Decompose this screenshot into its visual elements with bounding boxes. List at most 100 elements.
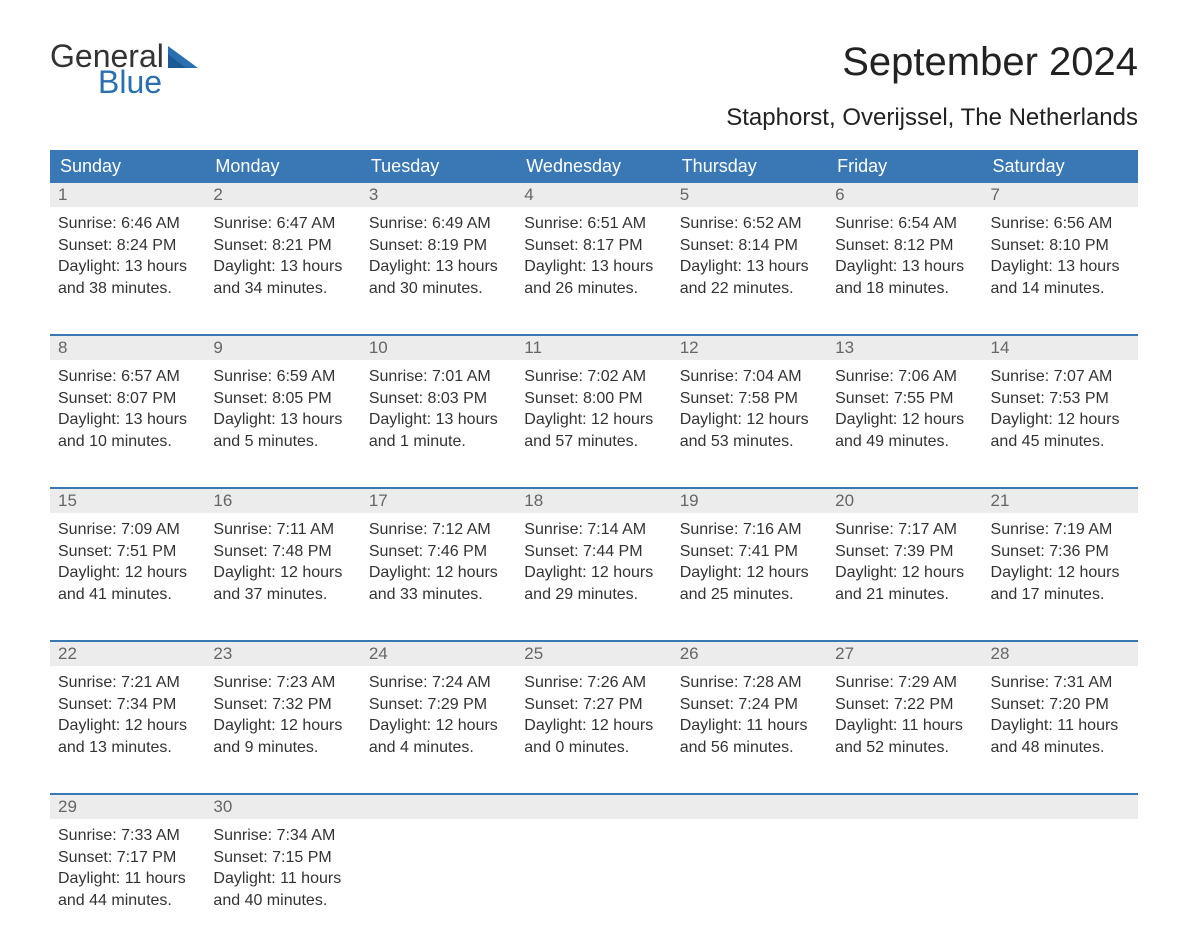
day-cell: Sunrise: 7:26 AMSunset: 7:27 PMDaylight:… bbox=[516, 666, 671, 794]
sunset-text: Sunset: 8:12 PM bbox=[835, 235, 974, 257]
day-number: 27 bbox=[827, 642, 982, 666]
day-header: Friday bbox=[827, 150, 982, 183]
sunset-text: Sunset: 8:21 PM bbox=[213, 235, 352, 257]
day-number: 9 bbox=[205, 336, 360, 360]
day-number: 4 bbox=[516, 183, 671, 207]
daylight-text-1: Daylight: 13 hours bbox=[524, 256, 663, 278]
daylight-text-1: Daylight: 12 hours bbox=[524, 562, 663, 584]
day-number: 25 bbox=[516, 642, 671, 666]
daylight-text-2: and 37 minutes. bbox=[213, 584, 352, 606]
daylight-text-1: Daylight: 13 hours bbox=[58, 256, 197, 278]
day-header: Thursday bbox=[672, 150, 827, 183]
day-cell bbox=[827, 819, 982, 947]
day-cell: Sunrise: 7:17 AMSunset: 7:39 PMDaylight:… bbox=[827, 513, 982, 641]
daylight-text-2: and 49 minutes. bbox=[835, 431, 974, 453]
sunrise-text: Sunrise: 7:12 AM bbox=[369, 519, 508, 541]
day-cell: Sunrise: 6:49 AMSunset: 8:19 PMDaylight:… bbox=[361, 207, 516, 335]
day-number-row: 891011121314 bbox=[50, 336, 1138, 360]
sunrise-text: Sunrise: 7:02 AM bbox=[524, 366, 663, 388]
daylight-text-1: Daylight: 12 hours bbox=[524, 715, 663, 737]
sunrise-text: Sunrise: 7:01 AM bbox=[369, 366, 508, 388]
day-header: Saturday bbox=[983, 150, 1138, 183]
daylight-text-1: Daylight: 12 hours bbox=[58, 715, 197, 737]
sunset-text: Sunset: 7:55 PM bbox=[835, 388, 974, 410]
sunset-text: Sunset: 8:07 PM bbox=[58, 388, 197, 410]
daylight-text-2: and 33 minutes. bbox=[369, 584, 508, 606]
sunset-text: Sunset: 7:36 PM bbox=[991, 541, 1130, 563]
day-number bbox=[361, 795, 516, 819]
daylight-text-2: and 14 minutes. bbox=[991, 278, 1130, 300]
day-cell: Sunrise: 7:06 AMSunset: 7:55 PMDaylight:… bbox=[827, 360, 982, 488]
daylight-text-1: Daylight: 12 hours bbox=[835, 409, 974, 431]
daylight-text-1: Daylight: 13 hours bbox=[58, 409, 197, 431]
day-cell: Sunrise: 7:28 AMSunset: 7:24 PMDaylight:… bbox=[672, 666, 827, 794]
daylight-text-1: Daylight: 12 hours bbox=[58, 562, 197, 584]
daylight-text-1: Daylight: 13 hours bbox=[680, 256, 819, 278]
daylight-text-2: and 57 minutes. bbox=[524, 431, 663, 453]
day-cell: Sunrise: 6:47 AMSunset: 8:21 PMDaylight:… bbox=[205, 207, 360, 335]
day-number: 1 bbox=[50, 183, 205, 207]
sunrise-text: Sunrise: 7:17 AM bbox=[835, 519, 974, 541]
day-cell: Sunrise: 6:51 AMSunset: 8:17 PMDaylight:… bbox=[516, 207, 671, 335]
daylight-text-2: and 10 minutes. bbox=[58, 431, 197, 453]
daylight-text-1: Daylight: 13 hours bbox=[991, 256, 1130, 278]
daylight-text-2: and 44 minutes. bbox=[58, 890, 197, 912]
day-number: 24 bbox=[361, 642, 516, 666]
daylight-text-1: Daylight: 11 hours bbox=[991, 715, 1130, 737]
sunrise-text: Sunrise: 7:07 AM bbox=[991, 366, 1130, 388]
sunrise-text: Sunrise: 7:33 AM bbox=[58, 825, 197, 847]
week-row: Sunrise: 7:33 AMSunset: 7:17 PMDaylight:… bbox=[50, 819, 1138, 947]
sunrise-text: Sunrise: 7:14 AM bbox=[524, 519, 663, 541]
sunset-text: Sunset: 7:51 PM bbox=[58, 541, 197, 563]
day-header: Tuesday bbox=[361, 150, 516, 183]
sunset-text: Sunset: 8:14 PM bbox=[680, 235, 819, 257]
page-title: September 2024 bbox=[842, 40, 1138, 85]
sunrise-text: Sunrise: 6:47 AM bbox=[213, 213, 352, 235]
daylight-text-2: and 45 minutes. bbox=[991, 431, 1130, 453]
week-row: Sunrise: 6:46 AMSunset: 8:24 PMDaylight:… bbox=[50, 207, 1138, 335]
day-number bbox=[516, 795, 671, 819]
sunset-text: Sunset: 7:17 PM bbox=[58, 847, 197, 869]
sunrise-text: Sunrise: 7:19 AM bbox=[991, 519, 1130, 541]
day-cell: Sunrise: 7:21 AMSunset: 7:34 PMDaylight:… bbox=[50, 666, 205, 794]
header: General Blue September 2024 bbox=[50, 40, 1138, 98]
sunrise-text: Sunrise: 7:28 AM bbox=[680, 672, 819, 694]
sunset-text: Sunset: 7:39 PM bbox=[835, 541, 974, 563]
day-number: 11 bbox=[516, 336, 671, 360]
daylight-text-1: Daylight: 13 hours bbox=[369, 409, 508, 431]
daylight-text-2: and 30 minutes. bbox=[369, 278, 508, 300]
sunset-text: Sunset: 8:10 PM bbox=[991, 235, 1130, 257]
sunrise-text: Sunrise: 6:51 AM bbox=[524, 213, 663, 235]
sunset-text: Sunset: 7:29 PM bbox=[369, 694, 508, 716]
sunrise-text: Sunrise: 7:29 AM bbox=[835, 672, 974, 694]
day-number: 3 bbox=[361, 183, 516, 207]
day-cell: Sunrise: 7:19 AMSunset: 7:36 PMDaylight:… bbox=[983, 513, 1138, 641]
day-number: 6 bbox=[827, 183, 982, 207]
sunset-text: Sunset: 7:27 PM bbox=[524, 694, 663, 716]
day-number bbox=[827, 795, 982, 819]
daylight-text-2: and 17 minutes. bbox=[991, 584, 1130, 606]
day-header: Monday bbox=[205, 150, 360, 183]
day-cell: Sunrise: 7:31 AMSunset: 7:20 PMDaylight:… bbox=[983, 666, 1138, 794]
daylight-text-1: Daylight: 11 hours bbox=[58, 868, 197, 890]
sunset-text: Sunset: 8:03 PM bbox=[369, 388, 508, 410]
day-number-row: 2930 bbox=[50, 795, 1138, 819]
day-number-row: 1234567 bbox=[50, 183, 1138, 207]
daylight-text-2: and 34 minutes. bbox=[213, 278, 352, 300]
daylight-text-1: Daylight: 12 hours bbox=[680, 562, 819, 584]
daylight-text-1: Daylight: 12 hours bbox=[680, 409, 819, 431]
logo-blue-text: Blue bbox=[98, 66, 198, 98]
daylight-text-1: Daylight: 13 hours bbox=[213, 256, 352, 278]
day-cell: Sunrise: 7:33 AMSunset: 7:17 PMDaylight:… bbox=[50, 819, 205, 947]
day-number: 30 bbox=[205, 795, 360, 819]
sunrise-text: Sunrise: 6:49 AM bbox=[369, 213, 508, 235]
day-cell bbox=[983, 819, 1138, 947]
sunset-text: Sunset: 7:53 PM bbox=[991, 388, 1130, 410]
daylight-text-1: Daylight: 12 hours bbox=[991, 409, 1130, 431]
week-row: Sunrise: 6:57 AMSunset: 8:07 PMDaylight:… bbox=[50, 360, 1138, 488]
sunset-text: Sunset: 8:05 PM bbox=[213, 388, 352, 410]
sunrise-text: Sunrise: 7:21 AM bbox=[58, 672, 197, 694]
day-number: 12 bbox=[672, 336, 827, 360]
daylight-text-1: Daylight: 11 hours bbox=[680, 715, 819, 737]
daylight-text-1: Daylight: 12 hours bbox=[991, 562, 1130, 584]
